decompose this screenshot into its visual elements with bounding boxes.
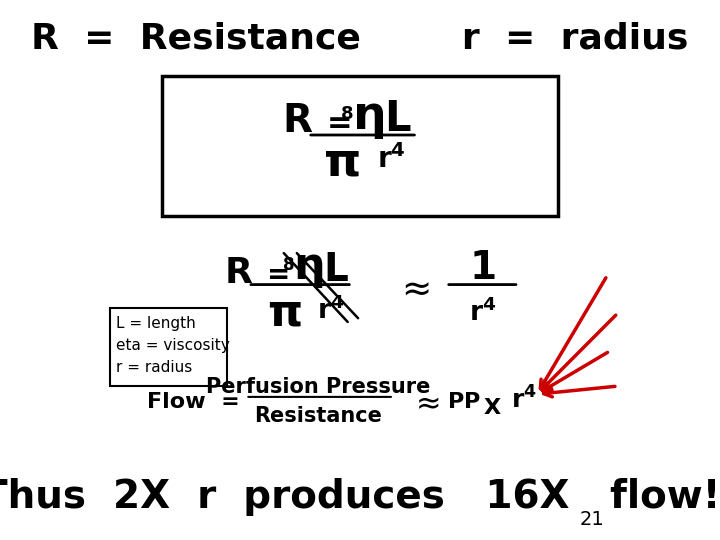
Text: Resistance: Resistance [254,406,382,426]
Text: $\mathbf{\eta}$: $\mathbf{\eta}$ [293,247,323,290]
Text: $\mathbf{8}$: $\mathbf{8}$ [341,105,354,124]
Text: $\approx$: $\approx$ [410,388,440,417]
Text: $\approx$: $\approx$ [395,272,430,306]
Text: $\mathbf{r^4}$: $\mathbf{r^4}$ [377,144,405,174]
Text: Perfusion Pressure: Perfusion Pressure [206,377,431,397]
Text: $\mathbf{r^4}$: $\mathbf{r^4}$ [511,386,537,413]
Text: $\mathbf{R}$: $\mathbf{R}$ [224,256,253,289]
Text: Thus  2X  r  produces   16X   flow!!: Thus 2X r produces 16X flow!! [0,478,720,516]
Text: $\mathbf{=}$: $\mathbf{=}$ [261,259,289,287]
Text: 21: 21 [580,510,605,529]
Text: $\mathbf{L}$: $\mathbf{L}$ [323,251,348,289]
Text: Flow  =: Flow = [147,392,240,413]
Text: $\mathbf{r^4}$: $\mathbf{r^4}$ [469,299,496,327]
Text: $\mathbf{\eta}$: $\mathbf{\eta}$ [352,94,384,141]
FancyBboxPatch shape [110,308,228,386]
Text: $\mathbf{\pi}$: $\mathbf{\pi}$ [267,292,302,335]
Text: $\mathbf{=}$: $\mathbf{=}$ [321,107,351,136]
Text: $\mathbf{R}$: $\mathbf{R}$ [282,103,313,140]
Text: $\mathbf{1}$: $\mathbf{1}$ [469,249,495,287]
Text: L = length
eta = viscosity
r = radius: L = length eta = viscosity r = radius [117,316,230,375]
Text: R  =  Resistance        r  =  radius: R = Resistance r = radius [31,22,689,56]
Text: $\mathbf{PP}$: $\mathbf{PP}$ [447,392,481,413]
Text: $\mathbf{\pi}$: $\mathbf{\pi}$ [323,139,360,185]
Text: $\mathbf{X}$: $\mathbf{X}$ [483,397,502,418]
Text: $\mathbf{8}$: $\mathbf{8}$ [282,255,295,274]
Text: $\mathbf{L}$: $\mathbf{L}$ [384,98,411,140]
FancyBboxPatch shape [162,76,558,216]
Text: $\mathbf{r^4}$: $\mathbf{r^4}$ [317,296,344,325]
